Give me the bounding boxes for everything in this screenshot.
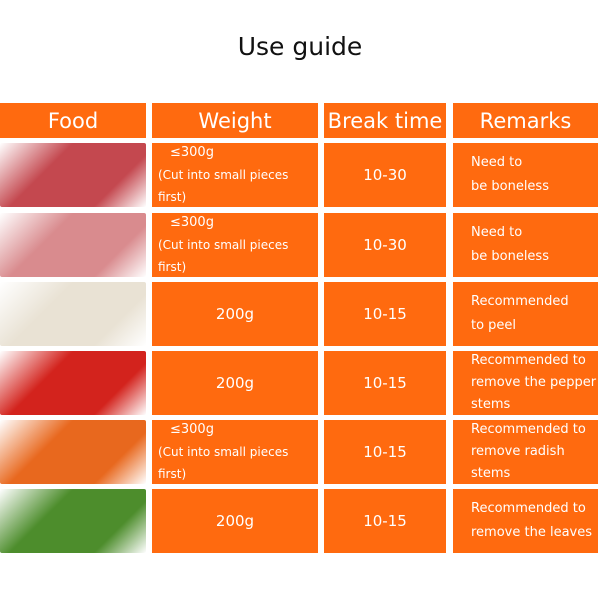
food-image-5 [0,489,146,553]
food-image-3 [0,351,146,415]
break-time-cell: 10-15 [324,351,446,415]
remark-line: remove the pepper [471,375,597,390]
break-time-value: 10-30 [363,166,407,184]
remark-line: be boneless [471,179,549,194]
remark-line: Recommended to [471,353,586,368]
weight-cell: 200g [152,489,318,553]
remark-line: Recommended to [471,422,586,437]
break-time-cell: 10-15 [324,420,446,484]
remarks-cell: Recommended to remove the pepper stems [453,351,598,415]
weight-value: 200g [215,305,255,323]
remark-line: stems [471,466,511,481]
break-time-cell: 10-30 [324,143,446,207]
weight-value: 200g [215,374,255,392]
header-break-time: Break time [324,103,446,138]
remark-line: remove the leaves [471,525,593,540]
food-image-0 [0,143,146,207]
break-time-value: 10-15 [363,512,407,530]
weight-cell: ≤300g (Cut into small pieces first) [152,143,318,207]
remark-line: Need to [471,155,523,170]
remark-line: be boneless [471,249,549,264]
remarks-cell: Need to be boneless [453,213,598,277]
weight-cell: ≤300g (Cut into small pieces first) [152,213,318,277]
page-title: Use guide [237,32,363,61]
food-image-4 [0,420,146,484]
weight-note: (Cut into small pieces first) [158,168,289,204]
remark-line: Recommended [471,294,569,309]
break-time-cell: 10-30 [324,213,446,277]
weight-value: ≤300g [170,215,214,230]
weight-note: (Cut into small pieces first) [158,445,289,481]
header-food: Food [0,103,146,138]
remark-line: Recommended to [471,501,586,516]
break-time-cell: 10-15 [324,489,446,553]
break-time-value: 10-15 [363,305,407,323]
remark-line: to peel [471,318,517,333]
weight-cell: 200g [152,282,318,346]
weight-cell: 200g [152,351,318,415]
break-time-value: 10-15 [363,443,407,461]
remarks-cell: Recommended to peel [453,282,598,346]
break-time-value: 10-15 [363,374,407,392]
weight-value: ≤300g [170,145,214,160]
remarks-cell: Need to be boneless [453,143,598,207]
food-image-2 [0,282,146,346]
weight-value: ≤300g [170,422,214,437]
food-image-1 [0,213,146,277]
remark-line: remove radish [471,444,565,459]
remark-line: stems [471,397,511,412]
remark-line: Need to [471,225,523,240]
weight-cell: ≤300g (Cut into small pieces first) [152,420,318,484]
break-time-value: 10-30 [363,236,407,254]
weight-value: 200g [215,512,255,530]
header-remarks: Remarks [453,103,598,138]
remarks-cell: Recommended to remove radish stems [453,420,598,484]
break-time-cell: 10-15 [324,282,446,346]
weight-note: (Cut into small pieces first) [158,238,289,274]
remarks-cell: Recommended to remove the leaves [453,489,598,553]
header-weight: Weight [152,103,318,138]
